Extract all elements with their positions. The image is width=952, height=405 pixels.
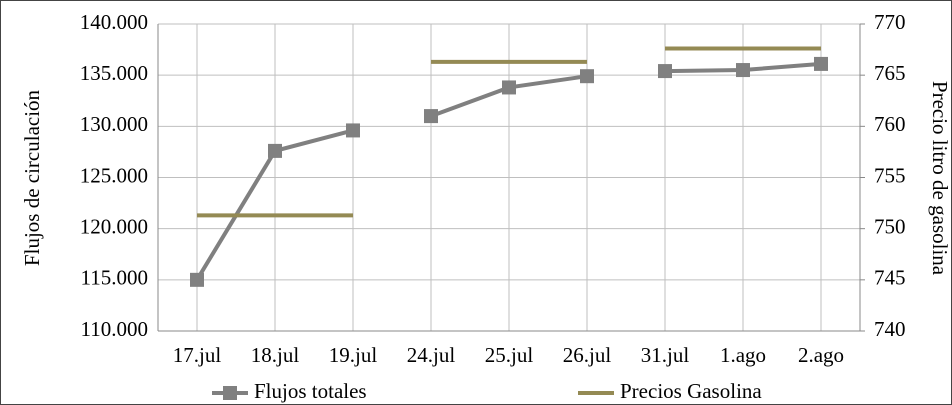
x-tick-label: 24.jul (407, 343, 456, 367)
marker (268, 143, 282, 158)
legend-marker (223, 386, 237, 400)
y2-tick-label: 760 (874, 112, 906, 136)
y2-tick-label: 770 (874, 10, 906, 34)
x-tick-label: 17.jul (173, 343, 222, 367)
marker (502, 80, 516, 95)
y-tick-label: 110.000 (81, 317, 148, 341)
legend-label: Precios Gasolina (620, 379, 762, 403)
y-tick-label: 125.000 (80, 163, 148, 187)
legend-label: Flujos totales (254, 379, 367, 403)
y2-tick-label: 765 (874, 61, 906, 85)
y-tick-label: 120.000 (80, 214, 148, 238)
x-tick-label: 19.jul (329, 343, 378, 367)
y-tick-label: 140.000 (80, 10, 148, 34)
y2-tick-label: 750 (874, 214, 906, 238)
y-tick-label: 135.000 (80, 61, 148, 85)
marker (190, 272, 204, 287)
x-tick-label: 1.ago (720, 343, 766, 367)
marker (424, 109, 438, 124)
y-axis-title: Flujos de circulación (20, 89, 44, 266)
y2-tick-label: 745 (874, 266, 906, 290)
x-tick-label: 18.jul (251, 343, 300, 367)
x-tick-label: 2.ago (798, 343, 844, 367)
x-tick-label: 25.jul (485, 343, 534, 367)
y2-axis-title: Precio litro de gasolina (928, 81, 952, 276)
y2-tick-label: 740 (874, 317, 906, 341)
marker (346, 123, 360, 138)
y-tick-label: 130.000 (80, 112, 148, 136)
x-tick-label: 26.jul (563, 343, 612, 367)
y-tick-label: 115.000 (81, 266, 148, 290)
marker (580, 69, 594, 84)
x-tick-label: 31.jul (641, 343, 690, 367)
marker (658, 64, 672, 79)
y2-tick-label: 755 (874, 163, 906, 187)
marker (736, 63, 750, 78)
marker (814, 56, 828, 71)
